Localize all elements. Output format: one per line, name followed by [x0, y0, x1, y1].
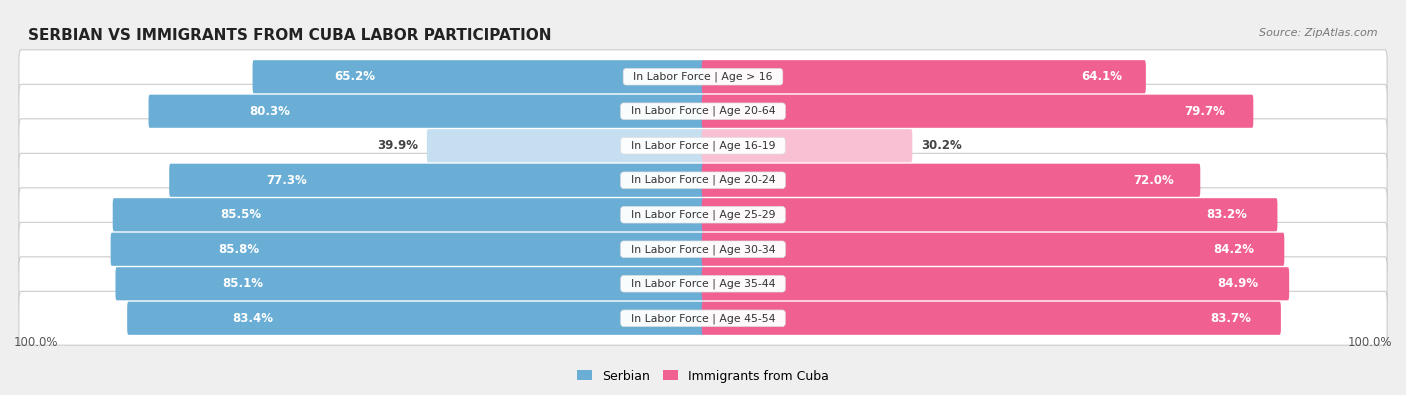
Text: 80.3%: 80.3% [249, 105, 290, 118]
FancyBboxPatch shape [18, 84, 1388, 138]
FancyBboxPatch shape [18, 188, 1388, 242]
FancyBboxPatch shape [702, 198, 1278, 231]
FancyBboxPatch shape [253, 60, 704, 93]
FancyBboxPatch shape [149, 95, 704, 128]
Text: In Labor Force | Age 25-29: In Labor Force | Age 25-29 [624, 209, 782, 220]
Text: 100.0%: 100.0% [1347, 336, 1392, 349]
FancyBboxPatch shape [18, 222, 1388, 276]
FancyBboxPatch shape [702, 60, 1146, 93]
Text: In Labor Force | Age > 16: In Labor Force | Age > 16 [626, 71, 780, 82]
Text: 64.1%: 64.1% [1081, 70, 1122, 83]
Text: 30.2%: 30.2% [921, 139, 962, 152]
Text: In Labor Force | Age 35-44: In Labor Force | Age 35-44 [624, 278, 782, 289]
FancyBboxPatch shape [127, 302, 704, 335]
FancyBboxPatch shape [702, 129, 912, 162]
FancyBboxPatch shape [112, 198, 704, 231]
Text: 83.4%: 83.4% [232, 312, 273, 325]
FancyBboxPatch shape [18, 119, 1388, 173]
Text: 100.0%: 100.0% [14, 336, 59, 349]
Text: 85.5%: 85.5% [219, 208, 262, 221]
Text: In Labor Force | Age 30-34: In Labor Force | Age 30-34 [624, 244, 782, 254]
FancyBboxPatch shape [702, 302, 1281, 335]
Text: 72.0%: 72.0% [1133, 174, 1174, 187]
Text: In Labor Force | Age 20-64: In Labor Force | Age 20-64 [624, 106, 782, 117]
Text: Source: ZipAtlas.com: Source: ZipAtlas.com [1260, 28, 1378, 38]
Text: 83.2%: 83.2% [1206, 208, 1247, 221]
FancyBboxPatch shape [18, 153, 1388, 207]
FancyBboxPatch shape [111, 233, 704, 266]
FancyBboxPatch shape [115, 267, 704, 300]
FancyBboxPatch shape [18, 257, 1388, 311]
FancyBboxPatch shape [702, 233, 1284, 266]
FancyBboxPatch shape [702, 164, 1201, 197]
Text: In Labor Force | Age 16-19: In Labor Force | Age 16-19 [624, 141, 782, 151]
FancyBboxPatch shape [169, 164, 704, 197]
Text: 83.7%: 83.7% [1211, 312, 1251, 325]
FancyBboxPatch shape [702, 95, 1253, 128]
Text: 85.1%: 85.1% [222, 277, 263, 290]
Text: 77.3%: 77.3% [266, 174, 307, 187]
Text: 84.9%: 84.9% [1218, 277, 1258, 290]
Text: 65.2%: 65.2% [335, 70, 375, 83]
Legend: Serbian, Immigrants from Cuba: Serbian, Immigrants from Cuba [574, 366, 832, 386]
Text: 39.9%: 39.9% [377, 139, 418, 152]
Text: In Labor Force | Age 20-24: In Labor Force | Age 20-24 [624, 175, 782, 186]
FancyBboxPatch shape [18, 292, 1388, 345]
Text: 85.8%: 85.8% [218, 243, 260, 256]
Text: 79.7%: 79.7% [1184, 105, 1225, 118]
Text: In Labor Force | Age 45-54: In Labor Force | Age 45-54 [624, 313, 782, 324]
FancyBboxPatch shape [702, 267, 1289, 300]
Text: 84.2%: 84.2% [1213, 243, 1254, 256]
FancyBboxPatch shape [427, 129, 704, 162]
Text: SERBIAN VS IMMIGRANTS FROM CUBA LABOR PARTICIPATION: SERBIAN VS IMMIGRANTS FROM CUBA LABOR PA… [28, 28, 551, 43]
FancyBboxPatch shape [18, 50, 1388, 103]
